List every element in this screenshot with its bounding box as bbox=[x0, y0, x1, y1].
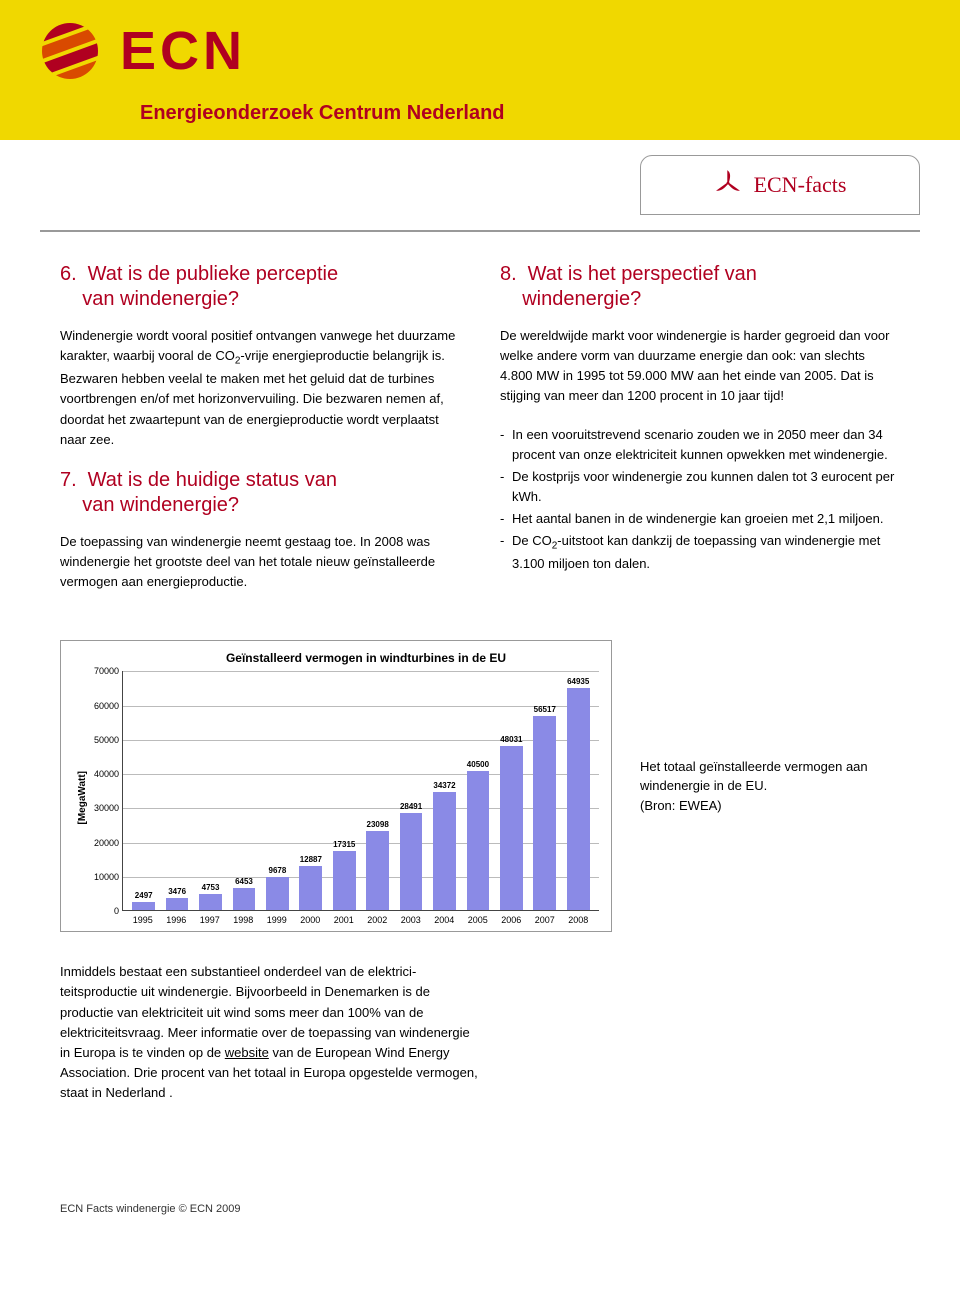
header: ECN Energieonderzoek Centrum Nederland bbox=[0, 0, 960, 140]
section-7-num: 7. bbox=[60, 468, 82, 493]
bar-value-label: 2497 bbox=[135, 891, 153, 900]
xtick-label: 2008 bbox=[562, 911, 596, 925]
bar-value-label: 34372 bbox=[433, 781, 455, 790]
header-tagline: Energieonderzoek Centrum Nederland bbox=[140, 102, 920, 125]
bar-value-label: 6453 bbox=[235, 877, 253, 886]
left-column: 6. Wat is de publieke perceptie van wind… bbox=[60, 262, 460, 610]
ytick-label: 10000 bbox=[85, 872, 119, 882]
main-content: 6. Wat is de publieke perceptie van wind… bbox=[0, 232, 960, 630]
xtick-label: 2006 bbox=[495, 911, 529, 925]
xtick-label: 2002 bbox=[361, 911, 395, 925]
xtick-label: 1998 bbox=[227, 911, 261, 925]
bar bbox=[467, 771, 490, 910]
section-8-title: 8. Wat is het perspectief van windenergi… bbox=[500, 262, 900, 312]
xtick-label: 1999 bbox=[260, 911, 294, 925]
logo-text: ECN bbox=[120, 20, 246, 82]
bar bbox=[500, 746, 523, 911]
bar-value-label: 17315 bbox=[333, 840, 355, 849]
xtick-label: 2007 bbox=[528, 911, 562, 925]
ytick-label: 20000 bbox=[85, 838, 119, 848]
bar bbox=[266, 877, 289, 910]
bar bbox=[333, 851, 356, 910]
section-8-num: 8. bbox=[500, 262, 522, 287]
ytick-label: 70000 bbox=[85, 666, 119, 676]
chart-caption-l1: Het totaal geïnstalleerde vermogen aan w… bbox=[640, 759, 868, 794]
bar bbox=[299, 866, 322, 910]
bar-value-label: 12887 bbox=[300, 855, 322, 864]
bar-value-label: 4753 bbox=[202, 883, 220, 892]
logo-icon bbox=[40, 21, 100, 81]
bar bbox=[567, 688, 590, 911]
ytick-label: 0 bbox=[85, 906, 119, 916]
footer: ECN Facts windenergie © ECN 2009 bbox=[0, 1143, 960, 1245]
section-7-title-l2: van windenergie? bbox=[82, 494, 239, 516]
section-6-body: Windenergie wordt vooral positief ontvan… bbox=[60, 326, 460, 450]
section-8-bullets: In een vooruitstrevend scenario zouden w… bbox=[500, 425, 900, 575]
chart-plot: 0100002000030000400005000060000700002497… bbox=[88, 671, 599, 925]
section-6-title: 6. Wat is de publieke perceptie van wind… bbox=[60, 262, 460, 312]
bar-value-label: 40500 bbox=[467, 760, 489, 769]
bar bbox=[366, 831, 389, 910]
section-7-title: 7. Wat is de huidige status van van wind… bbox=[60, 468, 460, 518]
section-6-title-l1: Wat is de publieke perceptie bbox=[88, 263, 339, 285]
facts-tab: ECN-facts bbox=[640, 155, 920, 215]
facts-tab-label: ECN-facts bbox=[754, 172, 847, 198]
xtick-label: 2000 bbox=[294, 911, 328, 925]
bullet: De CO2-uitstoot kan dankzij de toepassin… bbox=[500, 531, 900, 574]
bar bbox=[233, 888, 256, 910]
ytick-label: 40000 bbox=[85, 769, 119, 779]
bar bbox=[433, 792, 456, 910]
bar bbox=[199, 894, 222, 910]
xtick-label: 1995 bbox=[126, 911, 160, 925]
ytick-label: 60000 bbox=[85, 701, 119, 711]
ewea-link[interactable]: website bbox=[225, 1045, 269, 1060]
section-8-title-l2: windenergie? bbox=[522, 288, 641, 310]
xtick-label: 1996 bbox=[160, 911, 194, 925]
bar-value-label: 3476 bbox=[168, 887, 186, 896]
chart-title: Geïnstalleerd vermogen in windturbines i… bbox=[133, 651, 599, 665]
bar bbox=[533, 716, 556, 910]
bullet: In een vooruitstrevend scenario zouden w… bbox=[500, 425, 900, 465]
chart: Geïnstalleerd vermogen in windturbines i… bbox=[60, 640, 612, 932]
ytick-label: 50000 bbox=[85, 735, 119, 745]
bar-value-label: 64935 bbox=[567, 677, 589, 686]
chart-caption: Het totaal geïnstalleerde vermogen aan w… bbox=[640, 757, 900, 816]
bar-value-label: 23098 bbox=[367, 820, 389, 829]
section-7-body: De toepassing van windenergie neemt gest… bbox=[60, 532, 460, 592]
bar-value-label: 9678 bbox=[268, 866, 286, 875]
xtick-label: 2003 bbox=[394, 911, 428, 925]
section-7-title-l1: Wat is de huidige status van bbox=[88, 469, 337, 491]
chart-ylabel: [MegaWatt] bbox=[73, 771, 88, 825]
bar bbox=[132, 902, 155, 911]
ytick-label: 30000 bbox=[85, 803, 119, 813]
logo: ECN bbox=[40, 20, 920, 82]
bar-value-label: 56517 bbox=[534, 705, 556, 714]
bar bbox=[400, 813, 423, 911]
bar-value-label: 28491 bbox=[400, 802, 422, 811]
xtick-label: 2004 bbox=[428, 911, 462, 925]
bar-value-label: 48031 bbox=[500, 735, 522, 744]
xtick-label: 2005 bbox=[461, 911, 495, 925]
xtick-label: 1997 bbox=[193, 911, 227, 925]
bar bbox=[166, 898, 189, 910]
bullet: De kostprijs voor windenergie zou kunnen… bbox=[500, 467, 900, 507]
section-8-title-l1: Wat is het perspectief van bbox=[528, 263, 757, 285]
lower-paragraph: Inmiddels bestaat een substantieel onder… bbox=[0, 952, 540, 1143]
chart-section: Geïnstalleerd vermogen in windturbines i… bbox=[60, 640, 900, 932]
section-6-num: 6. bbox=[60, 262, 82, 287]
section-8-intro: De wereldwijde markt voor windenergie is… bbox=[500, 326, 900, 407]
right-column: 8. Wat is het perspectief van windenergi… bbox=[500, 262, 900, 610]
xtick-label: 2001 bbox=[327, 911, 361, 925]
windmill-icon bbox=[714, 169, 742, 202]
section-6-title-l2: van windenergie? bbox=[82, 288, 239, 310]
bullet: Het aantal banen in de windenergie kan g… bbox=[500, 509, 900, 529]
chart-caption-l2: (Bron: EWEA) bbox=[640, 798, 722, 813]
